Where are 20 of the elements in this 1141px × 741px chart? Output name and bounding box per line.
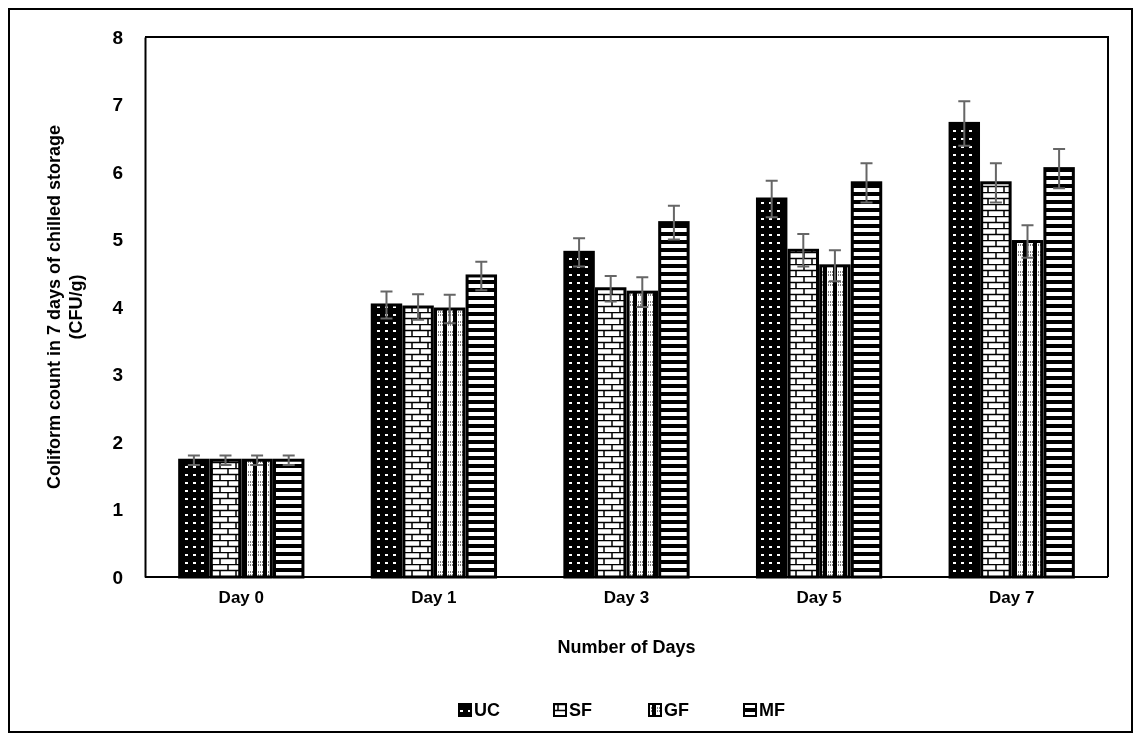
legend-label: SF: [569, 700, 593, 720]
y-tick-label: 1: [112, 499, 124, 521]
legend-label: UC: [474, 700, 500, 720]
legend-label: MF: [759, 700, 785, 720]
x-tick-label: Day 3: [603, 588, 650, 608]
x-tick-label: Day 0: [218, 588, 264, 608]
legend-label: GF: [664, 700, 689, 720]
y-tick-label: 7: [112, 94, 123, 116]
y-tick-label: 2: [112, 431, 123, 453]
x-tick-label: Day 1: [411, 588, 457, 608]
y-tick-label: 3: [112, 364, 123, 386]
y-axis-title: Coliform count in 7 days of chilled storage (CFU/g): [44, 124, 86, 490]
x-axis-title: Number of Days: [557, 637, 696, 657]
y-tick-label: 5: [112, 229, 124, 251]
x-tick-label: Day 7: [989, 588, 1035, 608]
y-tick-label: 0: [112, 566, 123, 588]
y-tick-label: 8: [112, 26, 123, 48]
x-tick-label: Day 5: [796, 588, 842, 608]
y-tick-label: 4: [112, 296, 124, 318]
y-tick-label: 6: [112, 161, 123, 183]
